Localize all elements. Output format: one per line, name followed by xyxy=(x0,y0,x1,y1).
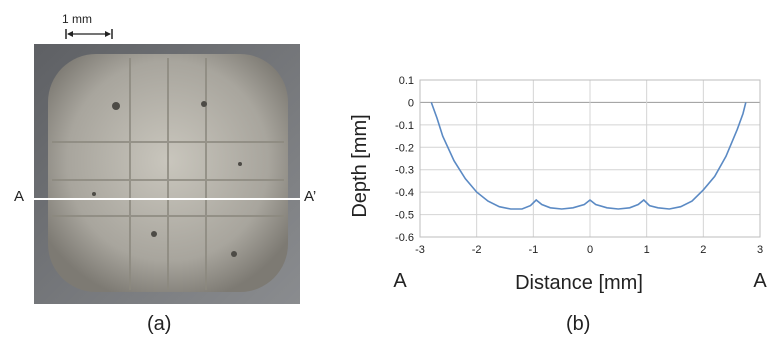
surface-photo xyxy=(34,44,300,304)
depth-profile-line xyxy=(430,102,747,210)
x-tick-label: 3 xyxy=(757,244,763,256)
x-tick-label: 1 xyxy=(644,244,650,256)
scale-bar xyxy=(65,29,113,39)
x-tick-label: 0 xyxy=(587,244,593,256)
panel-b-label: (b) xyxy=(566,313,591,335)
x-tick-label: -3 xyxy=(415,244,425,256)
y-tick-label: -0.4 xyxy=(395,187,414,199)
y-tick-label: 0 xyxy=(408,97,414,109)
y-axis-title: Depth [mm] xyxy=(349,114,371,217)
x-axis-title: Distance [mm] xyxy=(515,272,643,294)
y-tick-label: -0.3 xyxy=(395,165,414,177)
x-tick-label: -2 xyxy=(472,244,482,256)
x-axis-end-left: A xyxy=(393,270,407,292)
section-label-left: A xyxy=(14,188,25,205)
x-tick-label: -1 xyxy=(528,244,538,256)
x-tick-label: 2 xyxy=(700,244,706,256)
surface-pits xyxy=(92,101,242,257)
x-axis-end-right: A xyxy=(753,270,767,292)
panel-a-label: (a) xyxy=(147,313,172,335)
y-tick-label: -0.1 xyxy=(395,120,414,132)
section-label-right: A’ xyxy=(304,188,317,205)
wear-grooves xyxy=(52,58,284,290)
plot-frame xyxy=(419,79,761,238)
depth-profile-chart: 0.10-0.1-0.2-0.3-0.4-0.5-0.6 -3 -2 -1 0 1 2 3 … xyxy=(349,75,767,294)
y-tick-label: 0.1 xyxy=(399,75,414,87)
y-tick-label: -0.5 xyxy=(395,210,414,222)
scale-bar-label: 1 mm xyxy=(62,12,92,26)
y-tick-label: -0.2 xyxy=(395,142,414,154)
y-tick-label: -0.6 xyxy=(395,232,414,244)
section-line xyxy=(34,198,300,200)
